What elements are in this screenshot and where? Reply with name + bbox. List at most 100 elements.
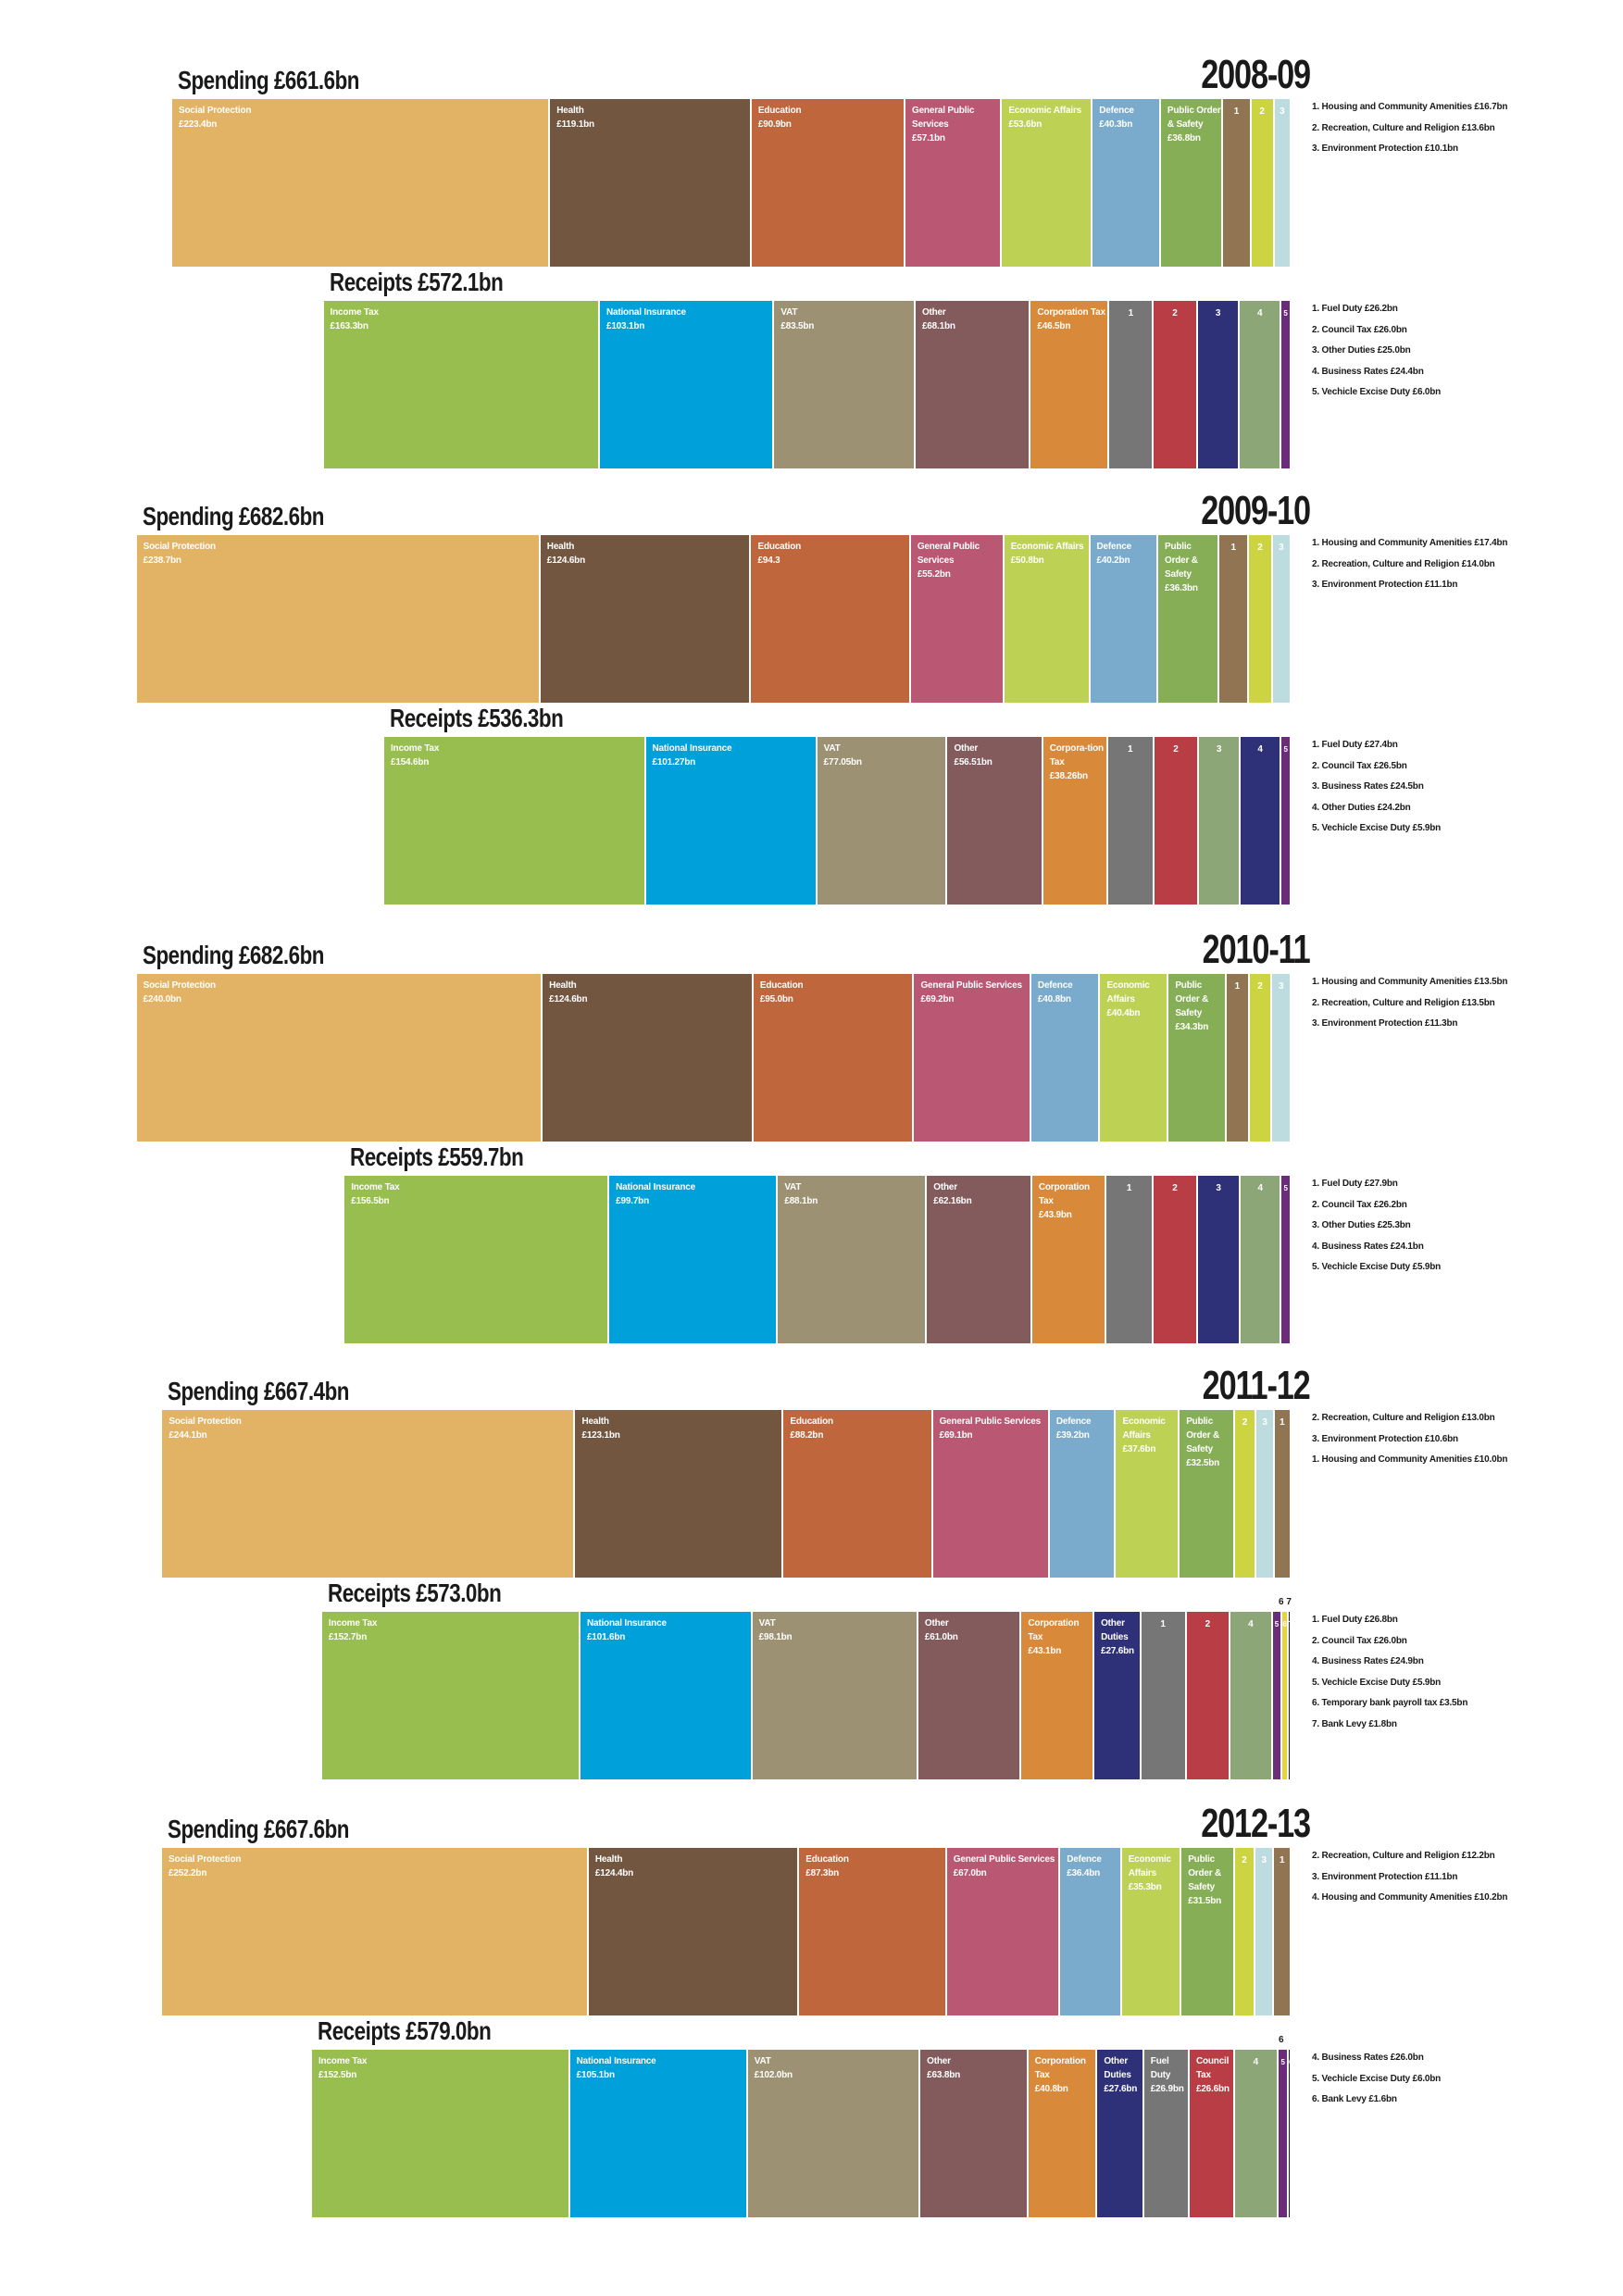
spending-segment: Education £95.0bn [753,974,913,1142]
spending-segment-value: £40.4bn [1106,1008,1141,1018]
receipts-segment: Council Tax £26.6bn [1189,2050,1233,2217]
spending-segment-label: General Public Services [920,980,1022,991]
spending-segment-value: £40.8bn [1037,994,1071,1004]
receipts-segment-value: £43.9bn [1038,1210,1072,1220]
spending-segment: Public Order & Safety £32.5bn [1180,1410,1233,1578]
footnote: 2. Recreation, Culture and Religion £13.… [1312,1413,1495,1423]
spending-segment: Economic Affairs £50.8bn [1004,535,1089,703]
receipts-segment: National Insurance £105.1bn [569,2050,746,2217]
receipts-segment: Other £61.0bn [918,1612,1020,1779]
spending-segment-label: Economic Affairs [1128,1854,1171,1878]
spending-segment-label: 3 [1279,543,1284,553]
footnote: 5. Vechicle Excise Duty £5.9bn [1312,1677,1442,1688]
receipts-segment: National Insurance £99.7bn [609,1176,777,1343]
spending-title: Spending £667.4bn [168,1377,350,1405]
receipts-segment-label: Other [921,307,946,318]
spending-segment: Public Order & Safety £36.3bn [1157,535,1218,703]
spending-segment: Public Order & Safety £34.3bn [1168,974,1225,1142]
spending-segment-label: Defence [1037,980,1073,991]
spending-segment-label: 2 [1257,543,1263,553]
receipts-segment-label: Corporation Tax [1028,1618,1080,1642]
spending-segment: Public Order & Safety £36.8bn [1160,99,1222,267]
spending-segment-label: General Public Services [953,1854,1055,1865]
footnote: 3. Other Duties £25.3bn [1312,1220,1411,1230]
spending-segment-value: £119.1bn [556,119,594,130]
receipts-segment-label: 2 [1172,1183,1178,1193]
receipts-bar: Income Tax £154.6bn National Insurance £101… [383,737,1292,905]
footnote: 3. Environment Protection £11.1bn [1312,1871,1458,1882]
receipts-segment-label: Fuel Duty [1150,2056,1171,2080]
receipts-segment-label: VAT [784,1182,802,1192]
receipts-segment: Corporation Tax £43.1bn [1021,1612,1093,1779]
spending-segment: Economic Affairs £37.6bn [1116,1410,1179,1578]
footnote: 3. Environment Protection £11.3bn [1312,1018,1458,1029]
receipts-segment-value: £38.26bn [1049,771,1088,781]
receipts-segment-label: Council Tax [1195,2056,1230,2080]
spending-segment: 2 [1251,99,1273,267]
spending-segment-label: Education [790,1416,833,1427]
receipts-segment: Income Tax £152.5bn [311,2050,568,2217]
receipts-segment: Other Duties £27.6bn [1094,1612,1140,1779]
spending-segment-value: £95.0bn [759,994,793,1004]
receipts-bar: Income Tax £163.3bn National Insurance £103… [323,301,1292,468]
receipts-segment-label: 4 [1257,1183,1264,1193]
receipts-segment: Fuel Duty £26.9bn [1143,2050,1188,2217]
spending-segment: 2 [1234,1410,1255,1578]
receipts-segment-label: 3 [1216,744,1222,755]
receipts-segment-value: £99.7bn [616,1196,649,1206]
spending-segment: Social Protection £252.2bn [162,1848,587,2015]
footnote: 6. Temporary bank payroll tax £3.5bn [1312,1698,1468,1708]
spending-segment: General Public Services £67.0bn [946,1848,1059,2015]
receipts-segment-label: Income Tax [328,1618,378,1628]
receipts-bar: Income Tax £156.5bn National Insurance £99.… [344,1176,1292,1343]
receipts-segment-value: £101.27bn [652,757,696,767]
spending-segment-value: £238.7bn [143,555,181,566]
spending-segment-label: Defence [1067,1854,1102,1865]
spending-segment-label: Health [581,1416,609,1427]
receipts-segment-label: Other Duties [1101,1618,1129,1642]
footnote: 2. Council Tax £26.5bn [1312,760,1407,771]
receipts-segment-value: £102.0bn [754,2070,793,2080]
receipts-segment-label: National Insurance [576,2056,656,2066]
receipts-small-segment-marker: 6 [1278,2035,1284,2045]
receipts-title: Receipts £573.0bn [327,1578,502,1607]
footnote: 2. Recreation, Culture and Religion £14.… [1312,558,1495,569]
spending-segment: General Public Services £69.1bn [932,1410,1048,1578]
receipts-notes: 1. Fuel Duty £26.2bn 2. Council Tax £26.0… [1312,303,1441,407]
spending-notes: 1. Housing and Community Amenities £13.5… [1312,976,1507,1039]
spending-bar: Social Protection £252.2bn Health £124.4bn E… [162,1848,1292,2015]
receipts-segment: Other £56.51bn [947,737,1042,905]
spending-segment-value: £36.8bn [1167,133,1201,144]
spending-segment: Defence £39.2bn [1049,1410,1115,1578]
spending-segment-label: 1 [1279,1855,1285,1866]
receipts-segment: 1 [1109,301,1153,468]
spending-segment-value: £67.0bn [953,1868,987,1878]
receipts-notes: 1. Fuel Duty £26.8bn 2. Council Tax £26.0… [1312,1614,1467,1739]
spending-segment: 1 [1274,1410,1290,1578]
spending-segment-value: £124.6bn [549,994,588,1004]
receipts-segment: Corpora-tion Tax £38.26bn [1042,737,1106,905]
spending-bar: Social Protection £244.1bn Health £123.1bn E… [162,1410,1292,1578]
footnote: 7. Bank Levy £1.8bn [1312,1718,1397,1729]
spending-segment-label: Public Order & Safety [1188,1854,1222,1892]
spending-segment: General Public Services £55.2bn [910,535,1003,703]
footnote: 4. Business Rates £24.1bn [1312,1241,1424,1252]
spending-segment-label: Health [556,106,584,116]
receipts-segment-label: Other [933,1182,957,1192]
receipts-segment-label: 6 [1289,2055,1290,2069]
spending-segment: Economic Affairs £35.3bn [1121,1848,1180,2015]
footnote: 2. Council Tax £26.2bn [1312,1199,1407,1210]
receipts-segment: 1 [1141,1612,1185,1779]
receipts-segment: 6 [1289,2050,1291,2217]
receipts-segment-value: £27.6bn [1104,2084,1138,2094]
receipts-segment-value: £26.6bn [1195,2084,1230,2094]
receipts-segment: Other £68.1bn [915,301,1030,468]
receipts-small-segment-marker: 6 7 [1278,1597,1292,1607]
year-label: 2011-12 [1203,1363,1311,1408]
footnote: 3. Environment Protection £10.1bn [1312,144,1458,154]
footnote: 4. Other Duties £24.2bn [1312,802,1411,813]
receipts-segment: 3 [1197,1176,1240,1343]
spending-segment-value: £55.2bn [917,569,951,580]
receipts-segment: VAT £77.05bn [817,737,946,905]
footnote: 2. Recreation, Culture and Religion £12.… [1312,1851,1495,1861]
